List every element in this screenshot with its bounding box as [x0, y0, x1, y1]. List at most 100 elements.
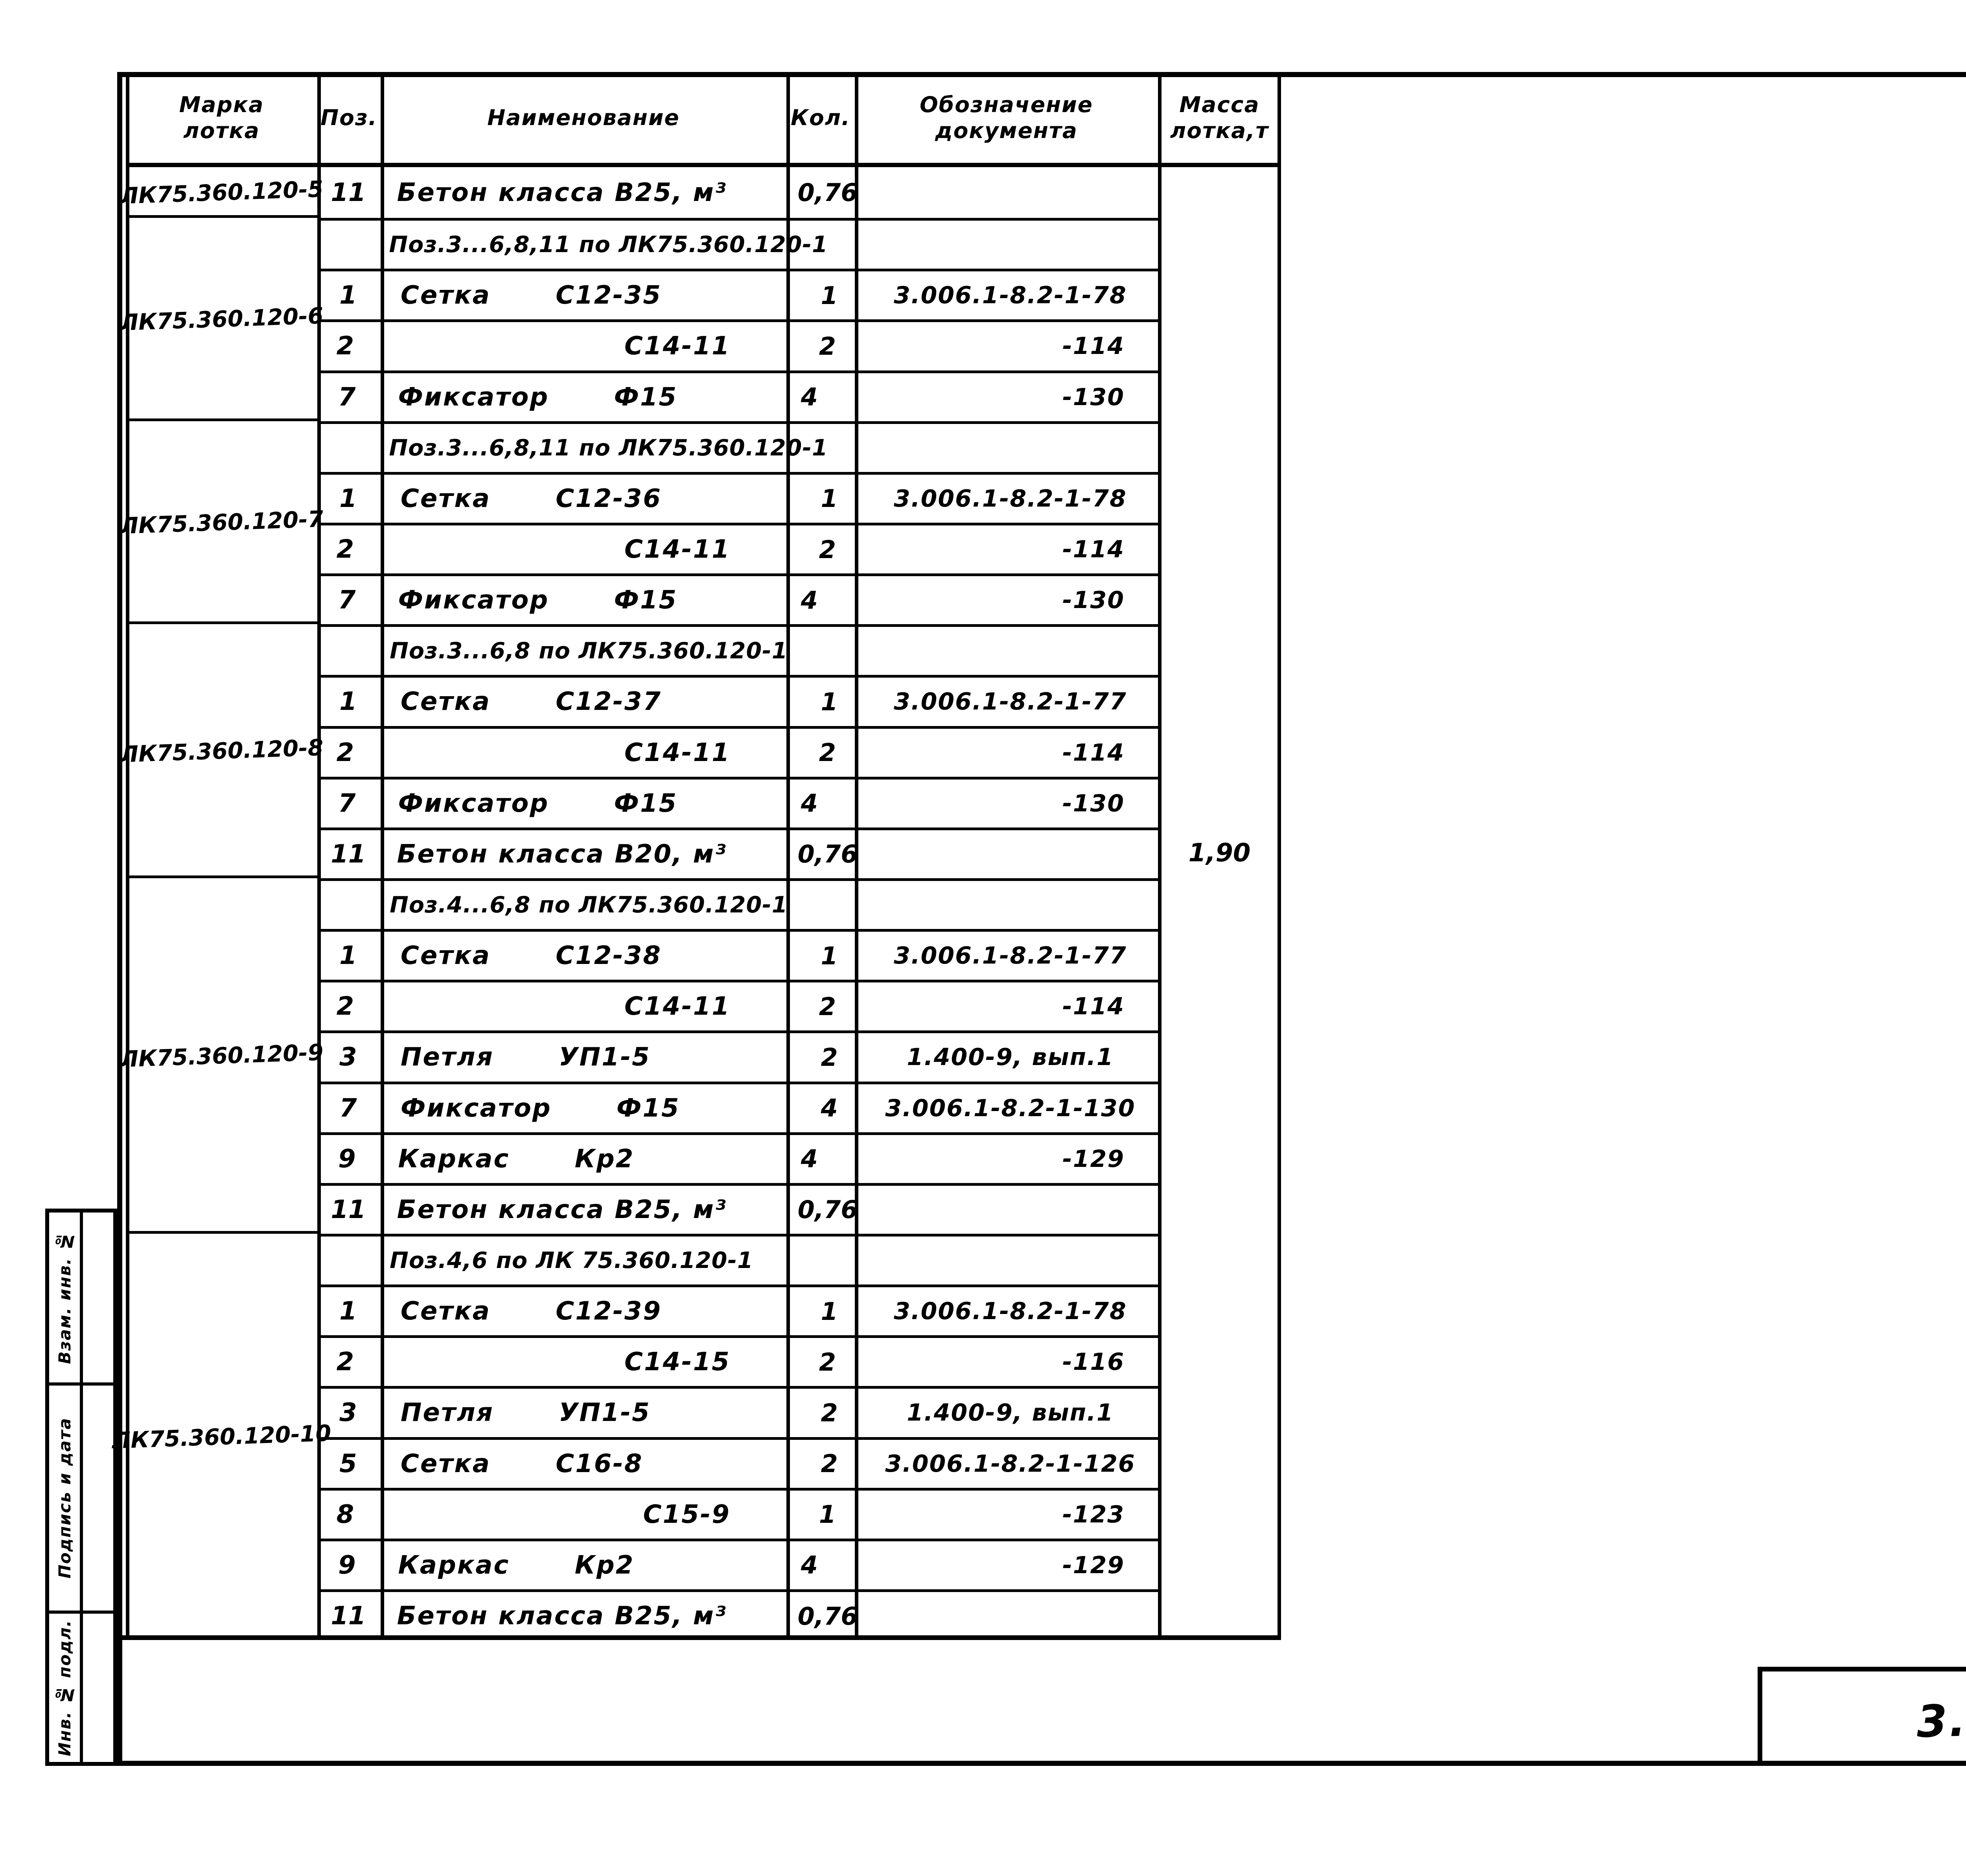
- table-cell: Сетка С12-37: [400, 687, 662, 717]
- table-cell: 7: [338, 586, 356, 615]
- table-cell: 9: [338, 1144, 356, 1174]
- table-cell: 4: [801, 586, 818, 615]
- mark-label: ЛК75.360.120-8: [119, 735, 324, 768]
- table-cell: 7: [339, 1093, 357, 1123]
- header-doc: Обозначение документа: [855, 72, 1158, 163]
- header-pos: Поз.: [320, 105, 377, 130]
- table-cell: 1: [339, 687, 357, 717]
- mark-label: ЛК75.360.120-5: [119, 176, 324, 209]
- table-row: 8 С15-9 1 -123: [126, 1487, 1281, 1539]
- header-mark-line2: лотка: [183, 118, 260, 143]
- table-cell: Каркас Кр2: [398, 1550, 635, 1580]
- mark-column: ЛК75.360.120-5 ЛК75.360.120-6 ЛК75.360.120…: [112, 167, 331, 1640]
- mark-label: ЛК75.360.120-6: [119, 303, 324, 336]
- table-cell: [858, 881, 1158, 929]
- table-cell: Фиксатор Ф15: [398, 586, 678, 615]
- document-number: 3.006.1-8.1-1-45: [1916, 1685, 1966, 1748]
- table-row: 9 Каркас Кр2 4 -129: [126, 1538, 1281, 1589]
- table-cell: 3.006.1-8.2-1-126: [885, 1450, 1136, 1478]
- table-cell: 3.006.1-8.2-1-77: [894, 688, 1127, 716]
- table-cell: Фиксатор Ф15: [398, 382, 678, 412]
- table-cell: 9: [338, 1550, 356, 1580]
- table-cell: [861, 1186, 1158, 1234]
- table-cell: 4: [801, 789, 818, 818]
- table-cell: -129: [1062, 1551, 1125, 1579]
- table-cell: Сетка С16-8: [400, 1449, 643, 1478]
- table-cell: 0,76: [797, 178, 858, 207]
- table-row: 11 Бетон класса В25, м³ 0,76: [126, 1589, 1281, 1640]
- table-cell: [861, 830, 1158, 878]
- table-cell: С14-11: [624, 992, 731, 1021]
- table-row: 3 Петля УП1-5 2 1.400-9, вып.1: [126, 1030, 1281, 1081]
- table-cell: 3.006.1-8.2-1-77: [894, 942, 1127, 970]
- title-block: 3.006.1-8.1-1-45 Лист 4: [1758, 1667, 1966, 1766]
- stamp-column: Взам. инв. № Подпись и дата Инв. № подл.: [45, 1209, 117, 1766]
- table-cell: 3: [339, 1043, 357, 1072]
- table-cell: 2: [819, 738, 836, 767]
- table-cell: 3.006.1-8.2-1-78: [894, 1297, 1127, 1325]
- table-row: 2 С14-11 2 -114: [126, 522, 1281, 573]
- mark-label: ЛК75.360.120-7: [119, 506, 324, 539]
- mark-label: ЛК75.360.120-10: [111, 1420, 332, 1454]
- stamp-cell-podpis: Подпись и дата: [49, 1386, 80, 1614]
- table-row: 11 Бетон класса В25, м³ 0,76: [126, 167, 1281, 218]
- table-cell: [317, 424, 379, 472]
- stamp-label-podpis-data: Подпись и дата: [55, 1417, 74, 1579]
- table-cell: 2: [819, 535, 836, 564]
- header-mark-line1: Марка: [179, 92, 264, 117]
- table-line-doc-mass: [1158, 72, 1162, 1640]
- table-cell: -114: [1062, 332, 1125, 360]
- table-cell: 1: [821, 281, 838, 310]
- mark-label: ЛК75.360.120-9: [119, 1039, 324, 1073]
- table-cell: [858, 627, 1158, 675]
- table-cell: 1: [339, 1297, 357, 1326]
- table-cell: 1: [821, 687, 838, 716]
- table-cell: -114: [1062, 993, 1125, 1021]
- table-row: Поз.4,6 по ЛК 75.360.120-1: [126, 1233, 1281, 1284]
- table-cell: -130: [1062, 789, 1125, 817]
- table-cell: 2: [336, 992, 354, 1021]
- table-cell: С14-15: [624, 1347, 731, 1377]
- mark-group-separator: [126, 418, 317, 421]
- table-cell: [791, 881, 858, 929]
- mark-group-separator: [126, 875, 317, 878]
- table-cell: Бетон класса В25, м³: [397, 1601, 727, 1631]
- table-cell: [858, 1237, 1158, 1284]
- table-row: Поз.3...6,8 по ЛК75.360.120-1: [126, 624, 1281, 675]
- table-row: 1 Сетка С12-37 1 3.006.1-8.2-1-77: [126, 675, 1281, 726]
- table-line-qty-doc: [855, 72, 858, 1640]
- table-cell: Сетка С12-36: [400, 484, 662, 513]
- table-cell: 1.400-9, вып.1: [907, 1043, 1114, 1071]
- table-cell: С14-11: [624, 738, 731, 767]
- table-cell: 1: [821, 1297, 838, 1326]
- table-cell: Сетка С12-35: [400, 281, 662, 310]
- table-cell: -114: [1062, 536, 1125, 564]
- table-body: 11 Бетон класса В25, м³ 0,76 Поз.3...6,8,11…: [126, 167, 1281, 1640]
- table-row: 7 Фиксатор Ф15 4 -130: [126, 370, 1281, 421]
- table-cell: Фиксатор Ф15: [398, 789, 678, 818]
- table-cell: -129: [1062, 1145, 1125, 1173]
- table-cell: [862, 424, 1158, 472]
- table-cell: 1: [821, 941, 838, 970]
- table-row: 9 Каркас Кр2 4 -129: [126, 1132, 1281, 1183]
- table-top-line: [126, 72, 1281, 77]
- table-cell: Каркас Кр2: [398, 1144, 635, 1174]
- table-cell: [791, 1237, 858, 1284]
- table-cell: 1: [819, 1500, 836, 1529]
- header-mass-line1: Масса: [1179, 92, 1260, 117]
- table-cell: 8: [336, 1500, 354, 1529]
- mark-group-separator: [126, 1231, 317, 1234]
- table-row: 1 Сетка С12-38 1 3.006.1-8.2-1-77: [126, 929, 1281, 980]
- table-cell: 7: [338, 382, 356, 412]
- header-mass: Масса лотка,т: [1158, 72, 1281, 163]
- table-row: 1 Сетка С12-35 1 3.006.1-8.2-1-78: [126, 269, 1281, 319]
- table-cell: -123: [1062, 1500, 1125, 1528]
- table-cell: 0,76: [797, 1601, 858, 1631]
- table-cell: Фиксатор Ф15: [400, 1093, 680, 1123]
- stamp-label-inv-podl: Инв. № подл.: [55, 1619, 74, 1756]
- table-cell: 1: [339, 484, 357, 513]
- stamp-cell-inv: Инв. № подл.: [49, 1614, 80, 1762]
- table-cell: Петля УП1-5: [400, 1398, 651, 1428]
- table-cell: С14-11: [624, 332, 731, 361]
- header-doc-line2: документа: [935, 118, 1078, 143]
